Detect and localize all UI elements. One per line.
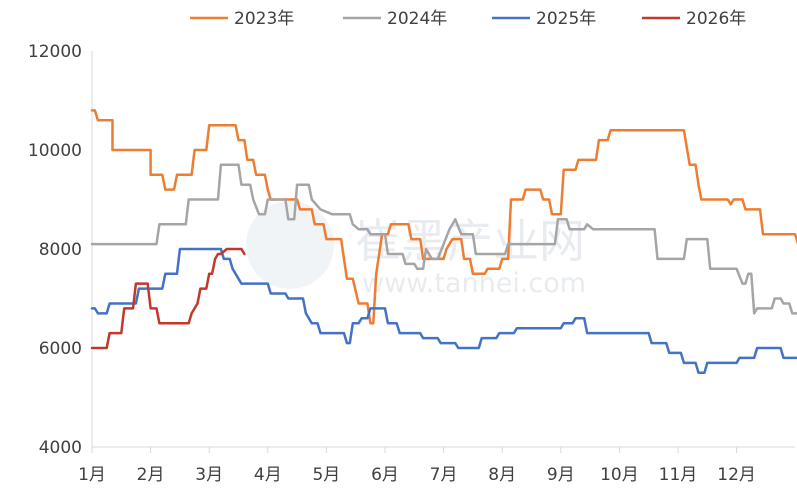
x-tick-label: 4月 — [254, 465, 282, 485]
watermark: 崔黑产业网 www.tanhei.com — [246, 201, 586, 299]
x-tick-label: 5月 — [312, 465, 340, 485]
y-tick-label: 4000 — [39, 438, 82, 458]
y-tick-label: 12000 — [28, 42, 82, 62]
legend-label: 2026年 — [686, 9, 746, 29]
legend: 2023年 2024年 2025年 2026年 — [190, 9, 746, 29]
y-tick-label: 8000 — [39, 240, 82, 260]
series-line-2023年 — [90, 109, 797, 325]
legend-item: 2024年 — [343, 9, 447, 29]
x-tick-label: 1月 — [78, 465, 106, 485]
x-tick-label: 6月 — [371, 465, 399, 485]
x-tick-label: 12月 — [717, 465, 756, 485]
x-tick-label: 7月 — [430, 465, 458, 485]
axes: 12000 10000 8000 6000 4000 1月 2月 3月 4月 5月 6月 7月 8月 9月… — [28, 42, 795, 485]
series-line-2026年 — [90, 247, 246, 350]
watermark-logo-icon — [246, 201, 334, 289]
x-tick-label: 10月 — [600, 465, 639, 485]
legend-item: 2026年 — [642, 9, 746, 29]
legend-item: 2023年 — [190, 9, 294, 29]
x-tick-label: 8月 — [488, 465, 516, 485]
legend-label: 2023年 — [234, 9, 294, 29]
x-tick-label: 3月 — [195, 465, 223, 485]
legend-item: 2025年 — [492, 9, 596, 29]
x-tick-label: 9月 — [547, 465, 575, 485]
series-layer — [90, 109, 797, 375]
legend-label: 2024年 — [387, 9, 447, 29]
x-tick-label: 11月 — [659, 465, 698, 485]
x-tick-label: 2月 — [137, 465, 165, 485]
series-line-2024年 — [90, 163, 797, 315]
y-tick-label: 10000 — [28, 141, 82, 161]
series-line-2025年 — [90, 247, 797, 375]
legend-label: 2025年 — [536, 9, 596, 29]
y-tick-label: 6000 — [39, 339, 82, 359]
